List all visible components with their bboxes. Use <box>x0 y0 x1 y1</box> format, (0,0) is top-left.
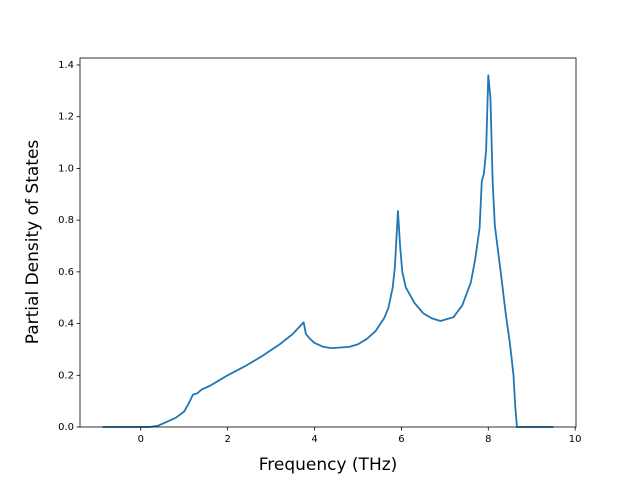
data-line <box>102 74 554 428</box>
x-tick-label: 8 <box>485 434 491 445</box>
y-tick-label: 0.4 <box>58 319 74 330</box>
y-tick-label: 1.2 <box>58 112 74 123</box>
y-tick-label: 0.8 <box>58 215 74 226</box>
y-tick-label: 0.2 <box>58 370 74 381</box>
x-tick-label: 0 <box>138 434 144 445</box>
y-tick-label: 1.4 <box>58 60 74 71</box>
y-tick-label: 0.0 <box>58 422 74 433</box>
x-tick-label: 2 <box>224 434 230 445</box>
x-axis-label: Frequency (THz) <box>259 455 398 475</box>
x-tick-label: 4 <box>311 434 317 445</box>
plot-frame <box>79 57 577 428</box>
x-tick-label: 10 <box>569 434 582 445</box>
y-tick-label: 0.6 <box>58 267 74 278</box>
y-tick-label: 1.0 <box>58 163 74 174</box>
x-tick-label: 6 <box>398 434 404 445</box>
y-axis-label: Partial Density of States <box>23 140 43 345</box>
